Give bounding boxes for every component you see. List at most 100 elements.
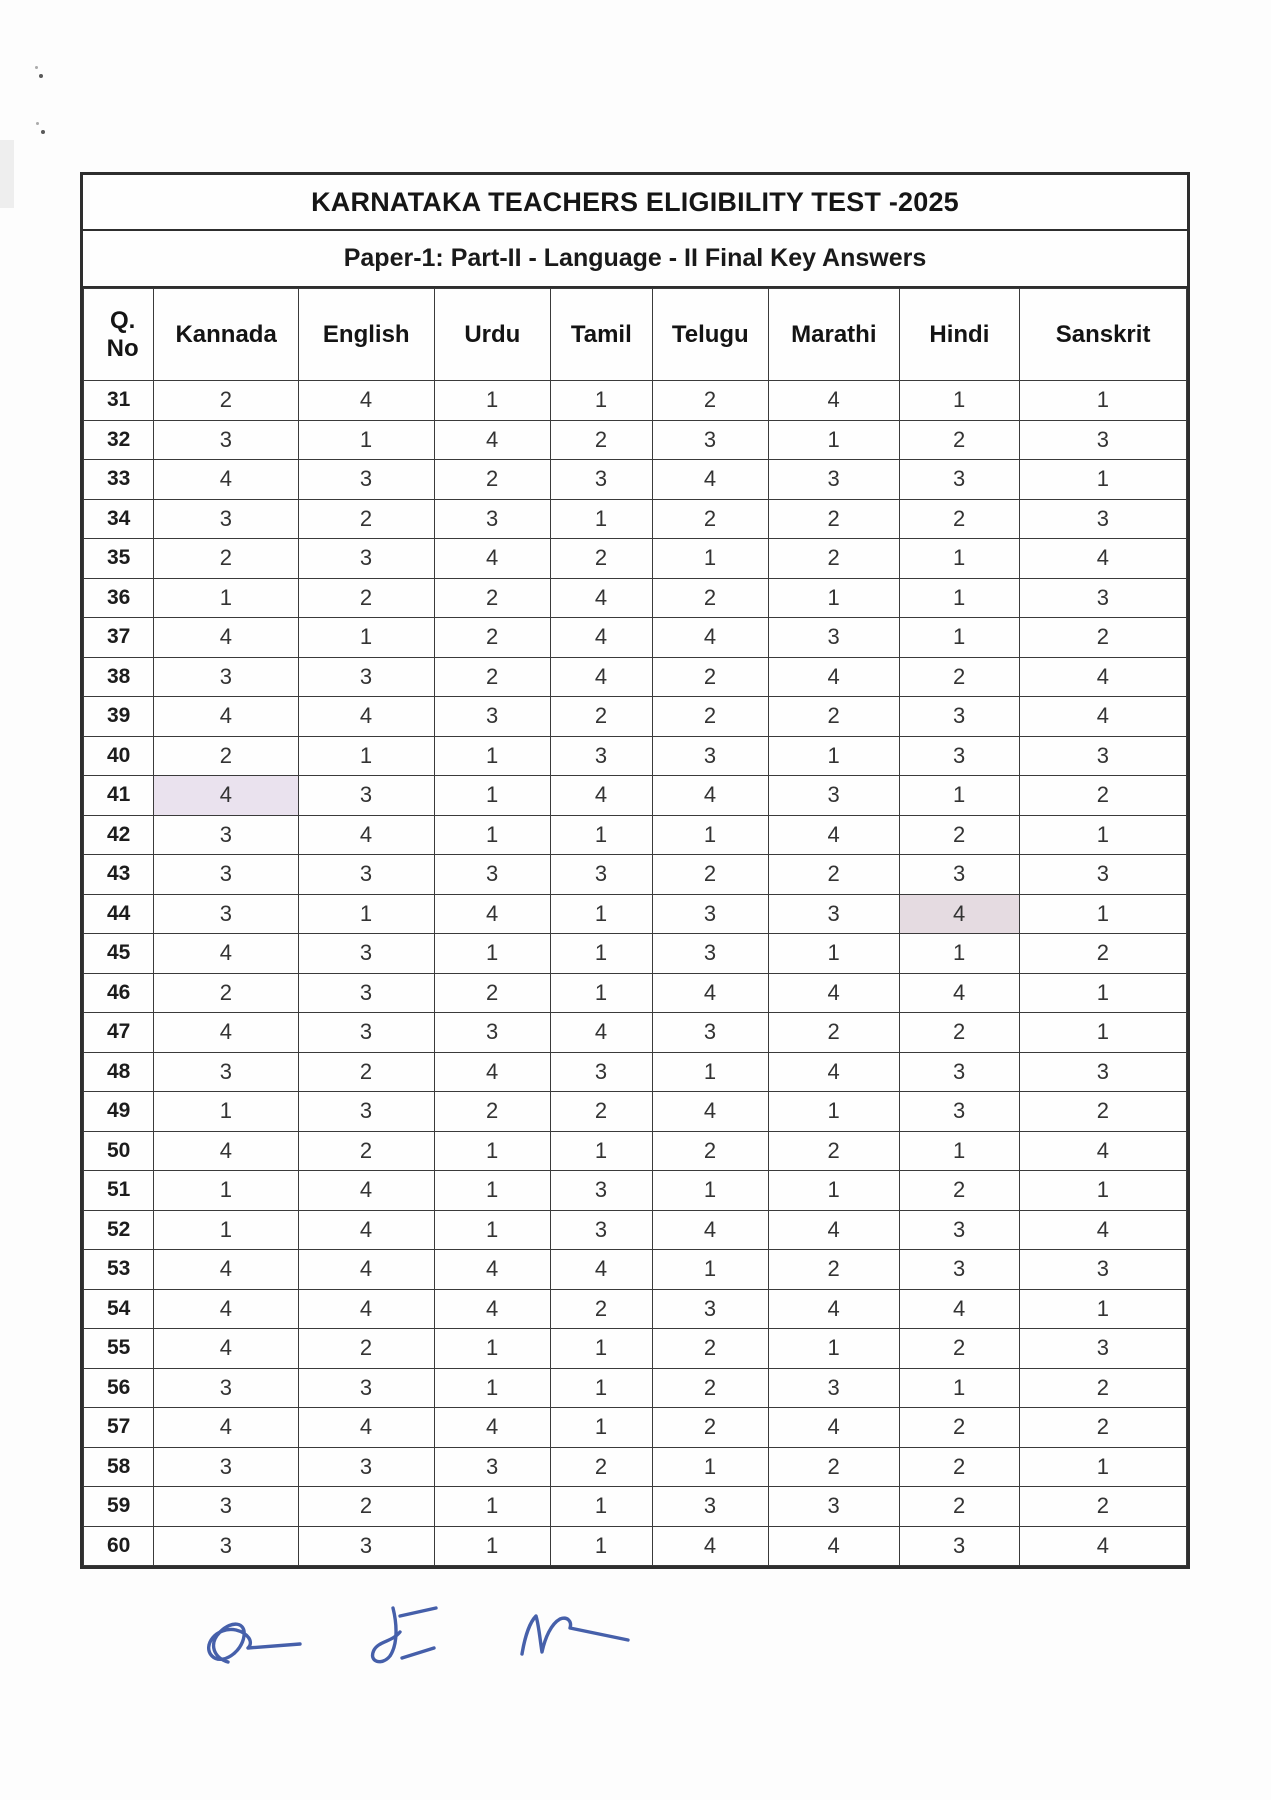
table-row: 45 4 3 1 1 3 1 1 2 xyxy=(82,933,1187,974)
answer-cell: 2 xyxy=(297,1051,435,1092)
answer-cell: 4 xyxy=(153,1012,299,1053)
answer-cell: 2 xyxy=(297,577,435,618)
answer-cell: 4 xyxy=(651,617,770,658)
answer-cell: 2 xyxy=(898,1328,1021,1369)
signature-3 xyxy=(520,1614,630,1656)
answer-cell: 1 xyxy=(433,775,552,816)
answer-cell: 1 xyxy=(898,617,1021,658)
answer-cell: 2 xyxy=(651,380,770,421)
answer-cell: 4 xyxy=(297,696,435,737)
answer-cell: 1 xyxy=(297,893,435,934)
answer-cell: 1 xyxy=(898,775,1021,816)
answer-cell: 1 xyxy=(898,577,1021,618)
answer-cell: 2 xyxy=(297,1328,435,1369)
answer-cell: 3 xyxy=(153,656,299,697)
qno-cell: 58 xyxy=(82,1446,155,1487)
answer-cell: 3 xyxy=(1019,1051,1187,1092)
table-row: 56 3 3 1 1 2 3 1 2 xyxy=(82,1367,1187,1408)
answer-cell: 1 xyxy=(651,1170,770,1211)
page-subtitle: Paper-1: Part-II - Language - II Final K… xyxy=(83,231,1187,288)
answer-cell: 2 xyxy=(898,1170,1021,1211)
answer-cell: 3 xyxy=(898,1091,1021,1132)
answer-cell: 3 xyxy=(153,814,299,855)
qno-cell: 43 xyxy=(82,854,155,895)
answer-cell: 1 xyxy=(153,1091,299,1132)
scan-speck xyxy=(39,74,43,78)
answer-cell: 4 xyxy=(768,656,900,697)
answer-cell: 2 xyxy=(768,498,900,539)
qno-header: Q. No xyxy=(82,288,155,381)
answer-cell: 4 xyxy=(1019,538,1187,579)
answer-cell: 2 xyxy=(1019,1407,1187,1448)
signatures-block xyxy=(150,1592,650,1702)
answer-cell: 4 xyxy=(768,1051,900,1092)
qno-cell: 39 xyxy=(82,696,155,737)
answer-cell: 3 xyxy=(898,1051,1021,1092)
answer-cell: 4 xyxy=(550,617,653,658)
answer-cell: 2 xyxy=(550,1288,653,1329)
answer-cell: 4 xyxy=(433,538,552,579)
answer-cell: 1 xyxy=(1019,1446,1187,1487)
qno-cell: 41 xyxy=(82,775,155,816)
table-row: 48 3 2 4 3 1 4 3 3 xyxy=(82,1051,1187,1092)
answer-cell: 3 xyxy=(297,972,435,1013)
answer-cell: 4 xyxy=(433,1407,552,1448)
answer-cell: 4 xyxy=(153,1407,299,1448)
answer-cell: 1 xyxy=(550,1486,653,1527)
answer-cell: 3 xyxy=(297,538,435,579)
answer-cell: 1 xyxy=(297,617,435,658)
answer-cell: 1 xyxy=(1019,814,1187,855)
answer-cell: 4 xyxy=(297,1407,435,1448)
answer-cell: 3 xyxy=(1019,854,1187,895)
column-header-kannada: Kannada xyxy=(153,288,299,381)
table-row: 55 4 2 1 1 2 1 2 3 xyxy=(82,1328,1187,1369)
qno-cell: 47 xyxy=(82,1012,155,1053)
table-row: 31 2 4 1 1 2 4 1 1 xyxy=(82,380,1187,421)
answer-cell: 4 xyxy=(651,972,770,1013)
answer-cell: 2 xyxy=(297,1130,435,1171)
qno-cell: 36 xyxy=(82,577,155,618)
answer-cell: 3 xyxy=(898,1525,1021,1566)
answer-cell: 1 xyxy=(898,1367,1021,1408)
answer-cell: 3 xyxy=(651,1486,770,1527)
answer-cell: 3 xyxy=(651,1288,770,1329)
table-row: 60 3 3 1 1 4 4 3 4 xyxy=(82,1525,1187,1566)
answer-cell: 2 xyxy=(550,1091,653,1132)
answer-cell: 1 xyxy=(651,1446,770,1487)
answer-cell: 2 xyxy=(550,419,653,460)
answer-cell: 4 xyxy=(153,1249,299,1290)
answer-cell: 2 xyxy=(898,498,1021,539)
answer-cell: 3 xyxy=(1019,1328,1187,1369)
answers-table: Q. No Kannada English Urdu Tamil Telugu Marath… xyxy=(82,288,1187,1566)
column-header-marathi: Marathi xyxy=(768,288,900,381)
answer-cell: 1 xyxy=(898,380,1021,421)
qno-cell: 35 xyxy=(82,538,155,579)
answer-cell: 4 xyxy=(153,696,299,737)
qno-cell: 51 xyxy=(82,1170,155,1211)
qno-cell: 55 xyxy=(82,1328,155,1369)
answer-cell: 1 xyxy=(433,1170,552,1211)
qno-cell: 53 xyxy=(82,1249,155,1290)
answer-cell: 4 xyxy=(433,1288,552,1329)
answer-cell: 1 xyxy=(297,419,435,460)
answer-cell: 3 xyxy=(153,893,299,934)
table-row: 44 3 1 4 1 3 3 4 1 xyxy=(82,893,1187,934)
answer-cell: 3 xyxy=(768,1486,900,1527)
answer-cell: 2 xyxy=(768,1446,900,1487)
signature-2-accent xyxy=(400,1646,436,1660)
table-row: 41 4 3 1 4 4 3 1 2 xyxy=(82,775,1187,816)
answer-cell: 2 xyxy=(550,696,653,737)
answer-cell: 2 xyxy=(433,972,552,1013)
qno-cell: 54 xyxy=(82,1288,155,1329)
table-row: 59 3 2 1 1 3 3 2 2 xyxy=(82,1486,1187,1527)
column-header-tamil: Tamil xyxy=(550,288,653,381)
answer-cell: 3 xyxy=(153,498,299,539)
answer-cell: 1 xyxy=(550,1407,653,1448)
answer-cell: 1 xyxy=(1019,380,1187,421)
scan-speck xyxy=(41,130,45,134)
answer-cell: 4 xyxy=(651,1525,770,1566)
answer-cell: 2 xyxy=(1019,775,1187,816)
answer-cell: 3 xyxy=(898,459,1021,500)
answer-cell: 1 xyxy=(153,577,299,618)
answer-cell: 2 xyxy=(651,498,770,539)
